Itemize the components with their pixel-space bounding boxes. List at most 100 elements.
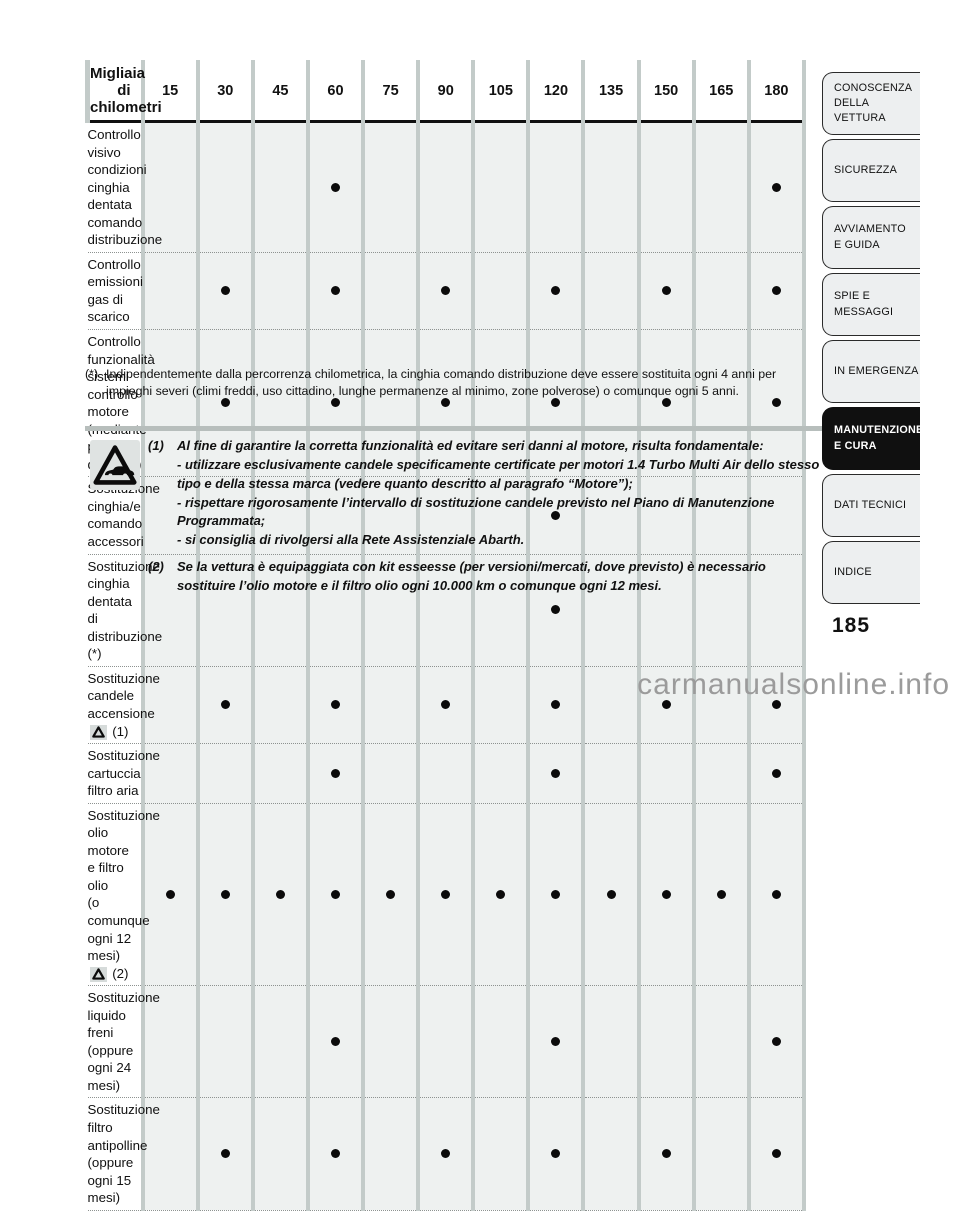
note-marker: (1) — [148, 438, 164, 453]
table-cell-30 — [195, 803, 253, 987]
schedule-dot — [771, 398, 781, 408]
table-cell-180 — [746, 554, 807, 667]
table-cell-60 — [305, 1097, 364, 1211]
table-cell-150 — [636, 554, 694, 667]
table-cell-30 — [195, 554, 253, 667]
table-cell-105 — [471, 252, 529, 331]
column-header-30: 30 — [195, 60, 253, 123]
schedule-dot — [220, 1149, 230, 1159]
table-cell-180 — [746, 329, 807, 478]
schedule-dot — [220, 889, 230, 899]
table-cell-30 — [195, 252, 253, 331]
table-cell-45 — [250, 554, 308, 667]
schedule-dot — [330, 889, 340, 899]
table-cell-105 — [471, 985, 529, 1099]
warning-triangle-icon — [89, 966, 107, 982]
tab-dati-tecnici: DATI TECNICI — [822, 474, 920, 537]
page-number: 185 — [832, 614, 871, 637]
table-cell-60 — [305, 803, 364, 987]
table-cell-120 — [526, 329, 584, 478]
table-cell-45 — [250, 121, 308, 253]
schedule-dot — [551, 700, 561, 710]
table-header-row: Migliaia di chilometri 15 30 45 60 75 90 105 12… — [84, 60, 807, 123]
table-cell-180 — [746, 985, 807, 1099]
table-cell-150 — [636, 985, 694, 1099]
table-cell-135 — [581, 252, 639, 331]
table-cell-45 — [250, 803, 308, 987]
table-cell-180 — [746, 252, 807, 331]
schedule-dot — [661, 286, 671, 296]
table-cell-105 — [471, 1097, 529, 1211]
table-cell-15 — [140, 329, 198, 478]
table-cell-30 — [195, 121, 253, 253]
table-cell-90 — [416, 803, 474, 987]
schedule-dot — [661, 1149, 671, 1159]
tab-avviamento-e-guida: AVVIAMENTO E GUIDA — [822, 206, 920, 269]
schedule-dot — [551, 286, 561, 296]
table-cell-150 — [636, 476, 694, 555]
schedule-dot — [220, 286, 230, 296]
table-cell-135 — [581, 743, 639, 804]
table-cell-120 — [526, 985, 584, 1099]
note: (1) Al fine di garantire la corretta funz… — [148, 437, 822, 550]
schedule-dot — [771, 286, 781, 296]
table-cell-135 — [581, 666, 639, 745]
table-cell-60 — [305, 985, 364, 1099]
table-cell-165 — [691, 252, 749, 331]
footnote-marker: (*) — [85, 367, 99, 381]
table-cell-15 — [140, 743, 198, 804]
table-cell-105 — [471, 554, 529, 667]
table-cell-150 — [636, 329, 694, 478]
tab-conoscenza-della-vettura: CONOSCENZA DELLA VETTURA — [822, 72, 920, 135]
table-cell-120 — [526, 803, 584, 987]
table-cell-180 — [746, 121, 807, 253]
table-cell-105 — [471, 121, 529, 253]
schedule-dot — [661, 889, 671, 899]
table-cell-120 — [526, 1097, 584, 1211]
table-cell-90 — [416, 743, 474, 804]
table-cell-165 — [691, 985, 749, 1099]
table-cell-150 — [636, 743, 694, 804]
column-header-15: 15 — [140, 60, 198, 123]
table-cell-30 — [195, 743, 253, 804]
table-row: Sostituzione olio motore e filtro olio (o… — [87, 803, 807, 987]
table-cell-90 — [416, 1097, 474, 1211]
tab-spie-e-messaggi: SPIE E MESSAGGI — [822, 273, 920, 336]
table-cell-60 — [305, 554, 364, 667]
table-row: Sostituzione filtro antipolline (oppure … — [87, 1097, 807, 1211]
column-header-90: 90 — [416, 60, 474, 123]
table-row: Sostituzione cartuccia filtro aria — [87, 743, 807, 804]
table-cell-165 — [691, 554, 749, 667]
column-header-75: 75 — [361, 60, 419, 123]
schedule-dot — [551, 1037, 561, 1047]
table-cell-180 — [746, 476, 807, 555]
schedule-dot — [330, 768, 340, 778]
row-label: Sostituzione olio motore e filtro olio (o… — [87, 803, 160, 987]
row-label: Controllo visivo condizioni cinghia dent… — [87, 121, 162, 253]
note-reference: (1) — [112, 723, 129, 739]
schedule-dot — [771, 1149, 781, 1159]
table-title: Migliaia di chilometri — [84, 60, 162, 123]
note-text: Al fine di garantire la corretta funzion… — [177, 438, 820, 548]
section-divider — [85, 426, 822, 431]
table-cell-165 — [691, 329, 749, 478]
table-cell-60 — [305, 252, 364, 331]
table-cell-135 — [581, 329, 639, 478]
table-cell-60 — [305, 121, 364, 253]
schedule-dot — [716, 889, 726, 899]
table-cell-105 — [471, 803, 529, 987]
schedule-dot — [441, 286, 451, 296]
schedule-dot — [441, 700, 451, 710]
column-header-105: 105 — [471, 60, 529, 123]
schedule-dot — [441, 889, 451, 899]
schedule-dot — [441, 1149, 451, 1159]
table-cell-90 — [416, 554, 474, 667]
schedule-dot — [496, 889, 506, 899]
table-cell-45 — [250, 743, 308, 804]
table-cell-165 — [691, 1097, 749, 1211]
table-cell-15 — [140, 476, 198, 555]
table-cell-45 — [250, 666, 308, 745]
schedule-dot — [771, 1037, 781, 1047]
table-cell-15 — [140, 554, 198, 667]
schedule-dot — [661, 700, 671, 710]
